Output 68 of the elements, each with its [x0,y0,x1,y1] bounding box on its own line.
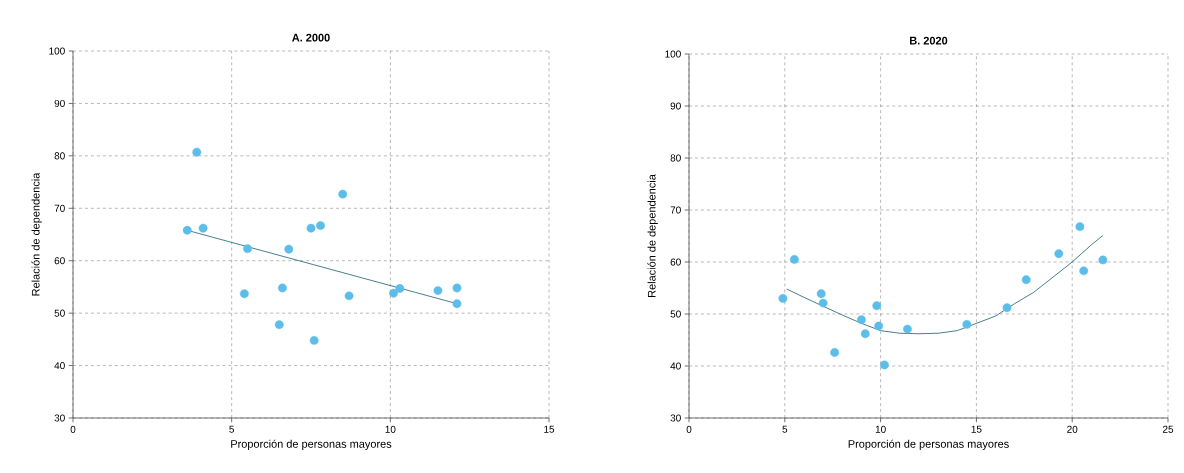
y-tick-label: 40 [670,362,681,370]
point [903,324,912,334]
point [1079,266,1089,276]
y-tick-label: 70 [670,206,681,214]
point [880,360,889,370]
y-tick-label: 90 [670,102,681,110]
point [818,298,828,308]
point [872,301,882,311]
x-axis-title: Proporción de personas mayores [231,439,392,450]
y-tick-label: 80 [54,152,65,160]
point [433,286,443,295]
point [344,291,354,301]
y-axis-title: Relación de dependencia [647,174,658,297]
y-tick-label: 50 [54,309,65,317]
point [857,315,866,325]
y-tick-label: 30 [670,414,681,422]
y-axis-title: Relación de dependencia [31,172,42,296]
chart-title: B. 2020 [910,36,948,45]
point [306,223,316,233]
x-tick-label: 0 [70,425,76,433]
point [309,336,319,345]
point [395,284,405,293]
point [274,320,284,330]
point [239,289,249,299]
x-tick-label: 20 [1067,425,1078,433]
chart-title: A. 2000 [292,33,330,42]
point [1021,275,1031,285]
point [192,147,202,157]
point [284,244,294,254]
y-tick-label: 60 [54,257,65,265]
point [778,294,788,303]
point [182,225,192,235]
point [338,189,348,199]
x-tick-label: 0 [686,425,692,433]
x-tick-label: 5 [782,425,788,433]
point [816,289,826,299]
point [452,283,462,293]
point [1054,249,1064,259]
y-tick-label: 70 [54,204,65,212]
point [452,299,462,309]
point [830,348,840,357]
point [198,223,208,233]
point [874,321,884,331]
y-tick-label: 90 [54,99,65,107]
x-tick-label: 15 [544,425,555,433]
y-tick-label: 30 [54,414,65,422]
x-tick-label: 25 [1162,425,1174,433]
y-tick-label: 100 [49,47,65,55]
y-tick-label: 80 [670,154,681,162]
y-tick-label: 60 [670,258,681,266]
point [962,320,972,329]
point [389,288,398,298]
x-tick-label: 10 [385,425,396,433]
x-axis-title: Proporción de personas mayores [848,439,1009,450]
x-tick-label: 10 [875,425,886,433]
point [860,329,870,339]
y-tick-label: 50 [670,310,681,318]
y-tick-label: 40 [54,362,65,370]
point [1075,222,1085,232]
point [316,221,325,230]
y-tick-label: 100 [665,50,681,58]
point [1002,303,1012,313]
x-tick-label: 5 [229,425,235,433]
point [243,244,252,254]
point [789,255,799,264]
point [1098,255,1108,265]
x-tick-label: 15 [971,425,982,433]
point [278,283,287,293]
